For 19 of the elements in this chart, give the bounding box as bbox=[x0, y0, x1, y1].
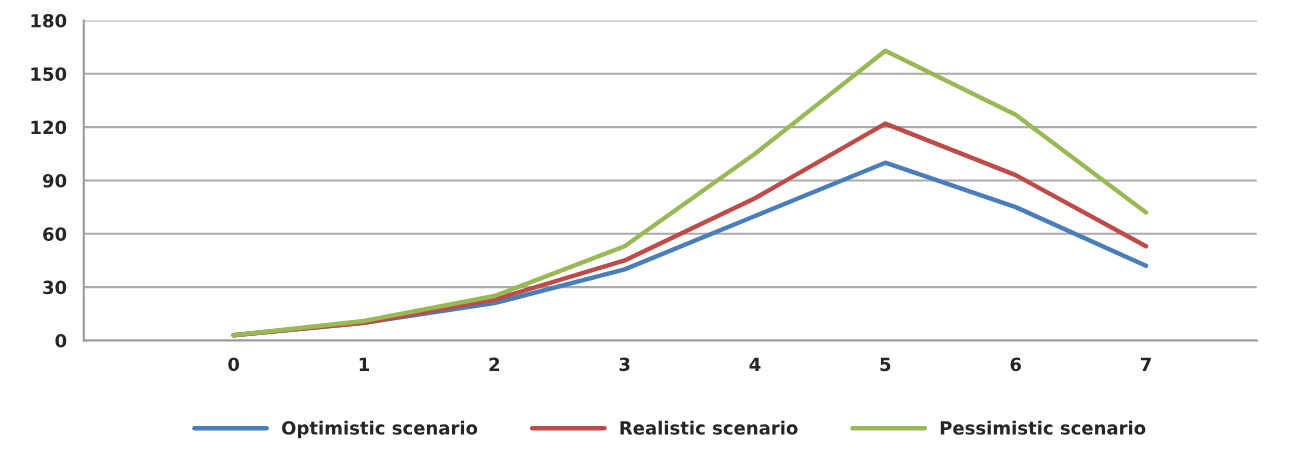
line-series bbox=[231, 48, 1149, 338]
y-tick-label: 0 bbox=[55, 333, 67, 348]
x-tick-label: 0 bbox=[228, 357, 240, 372]
x-tick-label: 6 bbox=[1010, 357, 1021, 372]
y-tick-label: 120 bbox=[31, 120, 67, 135]
x-tick-label: 2 bbox=[489, 357, 500, 371]
y-tick-label: 90 bbox=[42, 173, 67, 188]
x-tick-label: 7 bbox=[1140, 357, 1151, 371]
legend-label: Optimistic scenario bbox=[282, 420, 478, 439]
x-tick-label: 4 bbox=[749, 357, 761, 371]
legend-label: Realistic scenario bbox=[620, 420, 798, 435]
y-tick-label: 180 bbox=[31, 13, 67, 28]
x-tick-label: 1 bbox=[359, 357, 370, 371]
y-tick-label: 60 bbox=[43, 227, 67, 241]
y-tick-label: 30 bbox=[43, 280, 67, 295]
x-tick-label: 5 bbox=[880, 357, 891, 372]
y-tick-label: 150 bbox=[31, 67, 67, 81]
x-tick-label: 3 bbox=[619, 357, 630, 372]
legend-label: Pessimistic scenario bbox=[940, 420, 1146, 435]
